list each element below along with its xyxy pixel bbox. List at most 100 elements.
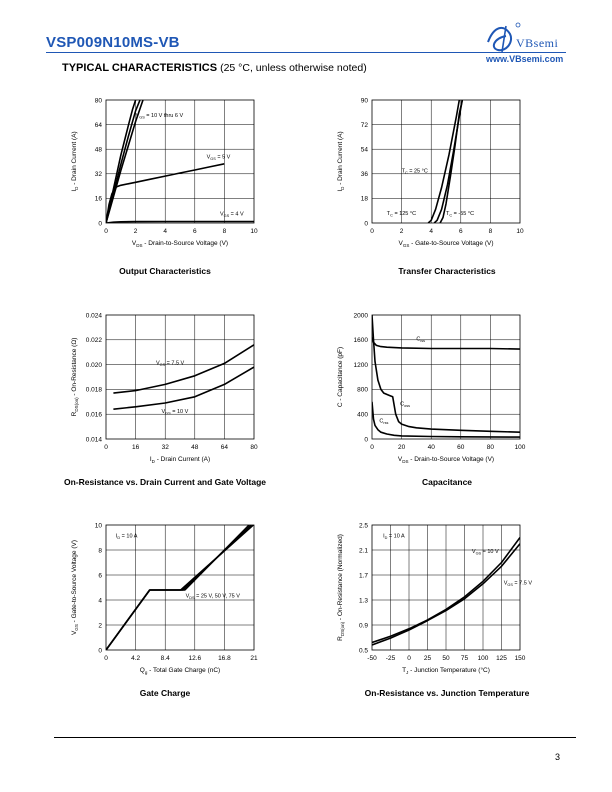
plot-frame (105, 314, 255, 440)
data-annotation: Crss​ (379, 418, 388, 425)
x-tick-label: 2 (400, 228, 404, 235)
y-tick-label: 0.9 (359, 622, 368, 629)
x-tick-label: -25 (386, 655, 396, 662)
data-annotation: VGS​ = 5 V (207, 154, 231, 161)
x-tick-label: 25 (424, 655, 432, 662)
chart-transfer: 0 2 4 6 8 10 0 18 36 54 72 90 VGS​ - Gate-to-Source … (337, 97, 524, 248)
data-annotation: VGS​ = 7.5 V (504, 580, 533, 587)
y-tick-label: 0 (364, 436, 368, 443)
x-tick-label: 10 (250, 228, 258, 235)
series-line: V_GS = 10 V (372, 537, 520, 644)
x-tick-label: 0 (104, 228, 108, 235)
series-line: C_iss (372, 337, 520, 350)
section-heading: TYPICAL CHARACTERISTICS (62, 62, 218, 74)
x-tick-label: 4.2 (131, 655, 140, 662)
x-tick-label: 4 (429, 228, 433, 235)
x-tick-label: 2 (134, 228, 138, 235)
x-tick-label: 125 (496, 655, 507, 662)
series-line: T_C = 125 °C (427, 100, 461, 223)
x-tick-label: 12.6 (188, 655, 201, 662)
y-tick-label: 4 (98, 597, 102, 604)
x-axis-label: TJ​ - Junction Temperature (°C) (402, 666, 490, 675)
x-tick-label: 80 (487, 444, 495, 451)
x-tick-label: 16.8 (218, 655, 231, 662)
x-tick-label: 6 (193, 228, 197, 235)
data-annotation: VGS​ = 10 V (472, 549, 499, 556)
series-line: V_GS = 7.5 V (113, 344, 254, 394)
part-number: VSP009N10MS-VB (46, 34, 180, 51)
x-tick-label: 10 (516, 228, 524, 235)
y-axis-label: RDS(on)​ - On-Resistance (Ω) (71, 338, 79, 417)
x-tick-label: 8.4 (161, 655, 170, 662)
section-title: TYPICAL CHARACTERISTICS (25 °C, unless o… (62, 62, 367, 74)
vbsemi-logo-icon (487, 22, 521, 53)
y-tick-label: 1200 (354, 362, 369, 369)
x-tick-label: 75 (461, 655, 469, 662)
y-tick-label: 1.7 (359, 572, 368, 579)
data-annotation: VGS​ = 4 V (220, 211, 244, 218)
x-tick-label: 6 (459, 228, 463, 235)
series-line: V_DS = 75 V (106, 525, 250, 650)
x-tick-label: 80 (250, 444, 258, 451)
series-line: C_oss (372, 315, 520, 433)
y-tick-label: 0.016 (86, 412, 103, 419)
x-tick-label: 60 (457, 444, 465, 451)
series-line: V_GS = 5 V (106, 163, 225, 223)
x-axis-label: ID​ - Drain Current (A) (150, 456, 210, 464)
y-tick-label: 0.022 (86, 337, 103, 344)
plot-frame (105, 99, 255, 224)
x-tick-label: 16 (132, 444, 140, 451)
plot-frame (371, 99, 521, 224)
y-axis-label: RDS(on)​ - On-Resistance (Normalized) (337, 534, 345, 641)
y-tick-label: 64 (95, 122, 103, 129)
x-tick-label: 50 (442, 655, 450, 662)
series-line: T_C = -55 °C (439, 100, 464, 223)
x-axis-label: VGS​ - Gate-to-Source Voltage (V) (398, 240, 493, 248)
y-tick-label: 6 (98, 572, 102, 579)
y-tick-label: 2 (98, 622, 102, 629)
data-annotation: TC​ = -55 °C (446, 211, 474, 218)
x-tick-label: 0 (370, 228, 374, 235)
y-tick-label: 0.018 (86, 387, 103, 394)
page-number: 3 (555, 752, 561, 762)
section-conditions: (25 °C, unless otherwise noted) (220, 62, 367, 74)
series-line: C_rss (372, 401, 520, 438)
x-tick-label: 100 (478, 655, 489, 662)
data-annotation: VDS​ = 25 V, 50 V, 75 V (186, 594, 241, 601)
caption-capacitance: Capacitance (421, 477, 473, 487)
footer-divider (54, 737, 576, 738)
x-tick-label: 32 (162, 444, 170, 451)
y-tick-label: 8 (98, 547, 102, 554)
y-tick-label: 54 (361, 147, 369, 154)
x-tick-label: 21 (250, 655, 258, 662)
y-tick-label: 0.024 (86, 312, 103, 319)
data-annotation: VGS​ = 10 V thru 6 V (136, 113, 184, 120)
y-tick-label: 36 (361, 171, 369, 178)
plot-frame (371, 524, 521, 651)
data-annotation: VGS​ = 10 V (162, 409, 189, 416)
x-tick-label: 0 (370, 444, 374, 451)
x-tick-label: 48 (191, 444, 199, 451)
data-annotation: TC​ = 125 °C (387, 211, 416, 218)
x-tick-label: 40 (428, 444, 436, 451)
x-tick-label: 0 (104, 655, 108, 662)
y-tick-label: 48 (95, 147, 103, 154)
y-tick-label: 2.5 (359, 522, 368, 529)
y-tick-label: 10 (95, 522, 103, 529)
x-tick-label: 100 (515, 444, 526, 451)
data-annotation: TC​ = 25 °C (402, 168, 428, 175)
chart-onres_temp: -50 -25 0 25 50 75 100 125 150 0.5 0.9 1.3 1.7 2.1 2.5… (337, 522, 532, 675)
x-tick-label: -50 (367, 655, 377, 662)
data-annotation: ID​ = 10 A (383, 534, 405, 541)
y-tick-label: 0.014 (86, 436, 103, 443)
data-annotation: VGS​ = 7.5 V (156, 361, 185, 368)
y-tick-label: 400 (357, 412, 368, 419)
y-tick-label: 2.1 (359, 547, 368, 554)
x-tick-label: 8 (489, 228, 493, 235)
y-tick-label: 16 (95, 196, 103, 203)
brand-name: VBsemi (516, 36, 559, 50)
series-line: V_DS = 50 V (106, 525, 252, 650)
plot-frame (105, 524, 255, 651)
y-tick-label: 800 (357, 387, 368, 394)
website-link[interactable]: www.VBsemi.com (486, 54, 564, 64)
